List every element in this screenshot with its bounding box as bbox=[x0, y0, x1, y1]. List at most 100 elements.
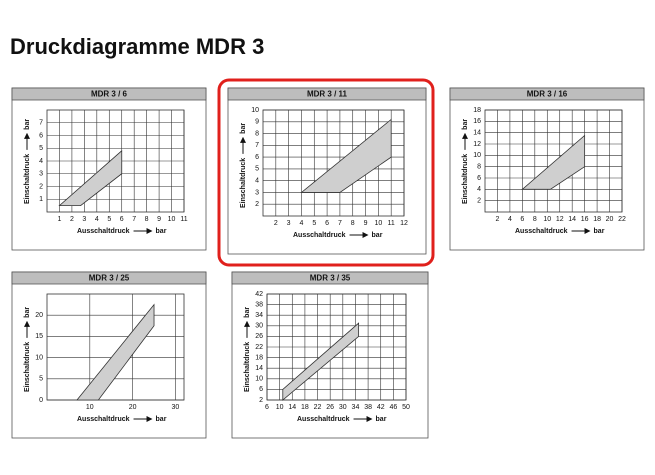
y-tick-label: 4 bbox=[477, 186, 481, 193]
page-title: Druckdiagramme MDR 3 bbox=[10, 34, 264, 59]
y-tick-label: 12 bbox=[473, 141, 481, 148]
y-tick-label: 38 bbox=[255, 301, 263, 308]
x-axis-label: Ausschaltdruck bbox=[77, 228, 130, 235]
x-tick-label: 6 bbox=[265, 404, 269, 411]
y-tick-label: 1 bbox=[39, 196, 43, 203]
x-tick-label: 22 bbox=[618, 216, 626, 223]
panel-title: MDR 3 / 6 bbox=[91, 90, 128, 99]
x-tick-label: 8 bbox=[351, 220, 355, 227]
y-tick-label: 10 bbox=[251, 107, 259, 114]
x-tick-label: 14 bbox=[288, 404, 296, 411]
y-tick-label: 18 bbox=[473, 107, 481, 114]
x-tick-label: 7 bbox=[132, 216, 136, 223]
y-tick-label: 14 bbox=[473, 130, 481, 137]
y-tick-label: 10 bbox=[473, 152, 481, 159]
y-tick-label: 6 bbox=[477, 175, 481, 182]
x-tick-label: 3 bbox=[287, 220, 291, 227]
y-axis-label: Einschaltdruck bbox=[244, 342, 251, 392]
x-tick-label: 18 bbox=[593, 216, 601, 223]
x-tick-label: 26 bbox=[326, 404, 334, 411]
x-tick-label: 30 bbox=[339, 404, 347, 411]
x-tick-label: 50 bbox=[402, 404, 410, 411]
y-axis-unit: bar bbox=[240, 123, 247, 134]
y-tick-label: 8 bbox=[255, 130, 259, 137]
y-tick-label: 3 bbox=[255, 189, 259, 196]
y-axis-title: Einschaltdruck bar bbox=[240, 123, 247, 208]
y-tick-label: 10 bbox=[255, 376, 263, 383]
y-axis-unit: bar bbox=[24, 119, 31, 130]
y-tick-label: 5 bbox=[39, 145, 43, 152]
x-tick-label: 1 bbox=[58, 216, 62, 223]
x-axis-label: Ausschaltdruck bbox=[293, 232, 346, 239]
y-axis-unit: bar bbox=[462, 119, 469, 130]
pressure-range bbox=[521, 134, 586, 190]
x-tick-label: 8 bbox=[533, 216, 537, 223]
y-tick-label: 7 bbox=[39, 120, 43, 127]
y-tick-label: 4 bbox=[39, 158, 43, 165]
y-tick-label: 2 bbox=[39, 183, 43, 190]
x-tick-label: 11 bbox=[180, 216, 187, 223]
y-tick-label: 2 bbox=[477, 198, 481, 205]
x-tick-label: 7 bbox=[338, 220, 342, 227]
x-tick-label: 10 bbox=[276, 404, 284, 411]
x-tick-label: 3 bbox=[82, 216, 86, 223]
x-tick-label: 5 bbox=[312, 220, 316, 227]
panel-header bbox=[449, 87, 645, 101]
x-tick-label: 6 bbox=[520, 216, 524, 223]
x-tick-label: 46 bbox=[389, 404, 397, 411]
y-tick-label: 6 bbox=[39, 132, 43, 139]
x-tick-label: 2 bbox=[70, 216, 74, 223]
panel-header bbox=[11, 87, 207, 101]
y-axis-unit: bar bbox=[24, 307, 31, 318]
y-tick-label: 26 bbox=[255, 333, 263, 340]
y-tick-label: 18 bbox=[255, 354, 263, 361]
y-tick-label: 30 bbox=[255, 323, 263, 330]
y-tick-label: 22 bbox=[255, 344, 263, 351]
x-tick-label: 10 bbox=[168, 216, 176, 223]
x-tick-label: 4 bbox=[95, 216, 99, 223]
x-tick-label: 11 bbox=[388, 220, 395, 227]
panel-header bbox=[231, 271, 429, 285]
x-tick-label: 20 bbox=[129, 404, 137, 411]
x-tick-label: 12 bbox=[556, 216, 564, 223]
y-tick-label: 5 bbox=[255, 166, 259, 173]
x-tick-label: 22 bbox=[314, 404, 322, 411]
panel bbox=[11, 271, 207, 439]
y-axis-label: Einschaltdruck bbox=[24, 154, 31, 204]
y-tick-label: 2 bbox=[259, 397, 263, 404]
y-tick-label: 2 bbox=[255, 201, 259, 208]
x-tick-label: 10 bbox=[86, 404, 94, 411]
y-tick-label: 7 bbox=[255, 142, 259, 149]
panel-title: MDR 3 / 16 bbox=[527, 90, 568, 99]
x-tick-label: 34 bbox=[352, 404, 360, 411]
y-tick-label: 42 bbox=[255, 291, 263, 298]
x-tick-label: 4 bbox=[300, 220, 304, 227]
x-tick-label: 2 bbox=[496, 216, 500, 223]
x-tick-label: 12 bbox=[400, 220, 408, 227]
y-tick-label: 5 bbox=[39, 376, 43, 383]
x-tick-label: 9 bbox=[157, 216, 161, 223]
panel-header bbox=[227, 87, 427, 101]
y-axis-title: Einschaltdruck bar bbox=[462, 119, 469, 204]
highlight-frame bbox=[217, 78, 435, 267]
x-axis-unit: bar bbox=[156, 228, 167, 235]
x-axis-label: Ausschaltdruck bbox=[77, 416, 130, 423]
x-tick-label: 5 bbox=[107, 216, 111, 223]
y-tick-label: 6 bbox=[255, 154, 259, 161]
panel-header bbox=[11, 271, 207, 285]
x-tick-label: 2 bbox=[274, 220, 278, 227]
y-axis-title: Einschaltdruck bar bbox=[24, 307, 31, 392]
y-tick-label: 15 bbox=[35, 333, 43, 340]
panel-title: MDR 3 / 11 bbox=[307, 90, 348, 99]
y-axis-label: Einschaltdruck bbox=[462, 154, 469, 204]
x-axis-unit: bar bbox=[376, 416, 387, 423]
x-axis-label: Ausschaltdruck bbox=[515, 228, 568, 235]
x-tick-label: 9 bbox=[364, 220, 368, 227]
y-tick-label: 3 bbox=[39, 171, 43, 178]
y-tick-label: 20 bbox=[35, 312, 43, 319]
pressure-range bbox=[300, 118, 392, 193]
y-tick-label: 8 bbox=[477, 164, 481, 171]
y-tick-label: 9 bbox=[255, 119, 259, 126]
x-axis-unit: bar bbox=[594, 228, 605, 235]
